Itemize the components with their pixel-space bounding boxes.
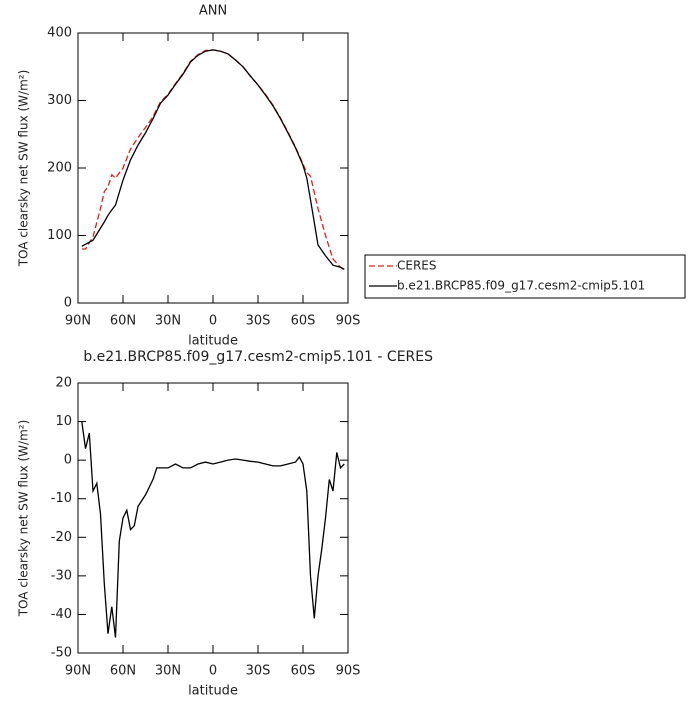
x-tick-label: 0 xyxy=(209,664,217,679)
y-tick-label: -20 xyxy=(51,530,72,545)
x-tick-label: 30S xyxy=(246,664,271,679)
legend-label: b.e21.BRCP85.f09_g17.cesm2-cmip5.101 xyxy=(397,279,645,293)
data-line xyxy=(81,421,345,638)
x-tick-label: 30S xyxy=(246,314,271,329)
x-tick-label: 60N xyxy=(110,314,136,329)
chart-title: ANN xyxy=(199,4,227,19)
x-tick-label: 90N xyxy=(65,664,91,679)
y-tick-label: 20 xyxy=(55,376,72,391)
plot-frame xyxy=(77,32,349,304)
y-tick-label: 200 xyxy=(47,161,72,176)
x-tick-label: 30N xyxy=(155,664,181,679)
y-axis-label: TOA clearsky net SW flux (W/m²) xyxy=(17,420,31,618)
x-tick-label: 60N xyxy=(110,664,136,679)
y-tick-label: 0 xyxy=(64,453,72,468)
y-tick-label: 100 xyxy=(47,228,72,243)
y-tick-label: -30 xyxy=(51,568,72,583)
x-axis-label: latitude xyxy=(188,684,238,699)
y-tick-label: -10 xyxy=(51,491,72,506)
x-tick-label: 90N xyxy=(65,314,91,329)
x-tick-label: 60S xyxy=(291,664,316,679)
data-line xyxy=(81,49,345,270)
x-tick-label: 90S xyxy=(336,314,361,329)
x-axis-label: latitude xyxy=(188,334,238,349)
y-axis-label: TOA clearsky net SW flux (W/m²) xyxy=(17,70,31,268)
y-tick-label: 400 xyxy=(47,26,72,41)
legend-box xyxy=(364,254,686,299)
legend-label: CERES xyxy=(397,259,437,273)
x-tick-label: 0 xyxy=(209,314,217,329)
x-tick-label: 30N xyxy=(155,314,181,329)
y-tick-label: 0 xyxy=(64,296,72,311)
y-tick-label: 10 xyxy=(55,414,72,429)
chart-title: b.e21.BRCP85.f09_g17.cesm2-cmip5.101 - C… xyxy=(83,349,433,365)
x-tick-label: 60S xyxy=(291,314,316,329)
y-tick-label: -40 xyxy=(51,607,72,622)
x-tick-label: 90S xyxy=(336,664,361,679)
y-tick-label: -50 xyxy=(51,646,72,661)
data-line xyxy=(81,49,345,272)
y-tick-label: 300 xyxy=(47,93,72,108)
